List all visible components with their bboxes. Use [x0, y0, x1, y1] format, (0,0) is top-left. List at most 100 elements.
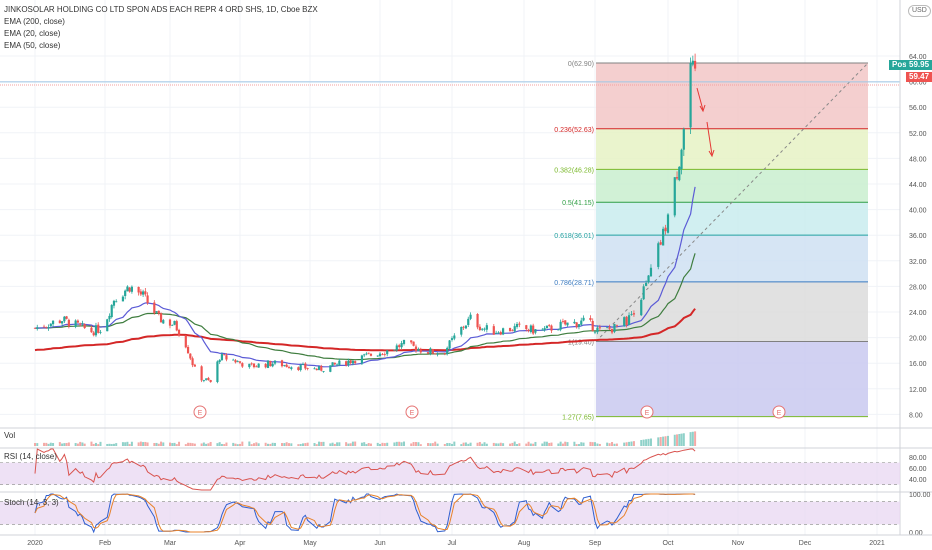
price-tick-label: 40.00 — [909, 208, 927, 215]
earnings-letter: E — [777, 410, 782, 417]
candle-body — [508, 327, 512, 332]
volume-bar — [582, 442, 585, 446]
candle-body — [335, 364, 339, 366]
candle-body — [301, 364, 305, 365]
candle-body — [315, 368, 318, 371]
price-tick-label: 56.00 — [909, 105, 927, 112]
volume-bar — [386, 442, 389, 446]
candle-body — [58, 320, 61, 324]
volume-bar — [137, 442, 140, 446]
volume-bar — [630, 441, 633, 446]
candle-body — [322, 371, 325, 372]
volume-bar — [608, 443, 611, 446]
volume-bar — [545, 441, 548, 446]
candle-body — [283, 365, 286, 366]
volume-bar — [363, 442, 366, 446]
earnings-circle — [193, 405, 207, 419]
annotation-arrows — [696, 87, 715, 158]
volume-bar — [511, 442, 514, 446]
candle-body — [426, 352, 430, 354]
volume-bar — [281, 443, 283, 446]
volume-bar — [518, 443, 521, 446]
earnings-marker: E — [772, 405, 786, 419]
volume-bar — [469, 442, 472, 446]
volume-bar — [410, 443, 413, 446]
currency-button[interactable]: USD — [908, 5, 931, 17]
volume-bar — [453, 441, 456, 446]
candle-body — [155, 311, 158, 313]
volume-bar — [628, 441, 631, 446]
volume-bar — [61, 443, 64, 446]
volume-bar — [376, 442, 379, 446]
earnings-circle — [640, 405, 654, 419]
volume-bar — [115, 443, 118, 446]
candle-body — [137, 286, 140, 293]
candle-body — [290, 367, 293, 369]
candle-body — [627, 315, 631, 325]
volume-bar — [529, 443, 532, 446]
candle-body — [257, 363, 260, 368]
candle-body — [557, 329, 560, 331]
candle-body — [313, 368, 316, 370]
rsi-tick-label: 60.00 — [909, 466, 927, 473]
candle-body — [173, 320, 176, 325]
candle-body — [492, 326, 495, 335]
stoch-d-line — [34, 493, 696, 533]
candle-body — [200, 366, 203, 381]
candle-body — [693, 60, 697, 69]
candle-body — [613, 324, 616, 332]
volume-bar — [285, 442, 288, 446]
volume-bar — [153, 443, 156, 446]
volume-bar — [431, 443, 434, 446]
volume-bar — [139, 441, 142, 446]
volume-bar — [492, 442, 495, 446]
volume-bar — [451, 443, 453, 446]
volume-bar — [58, 442, 61, 446]
candle-body — [345, 361, 348, 366]
volume-bar — [108, 443, 111, 446]
candle-body — [273, 360, 277, 364]
volume-bar — [271, 442, 274, 446]
candle-body — [94, 325, 98, 336]
candle-body — [625, 316, 628, 326]
volume-bar — [223, 444, 226, 446]
candle-body — [460, 326, 463, 335]
volume-bar — [502, 443, 505, 446]
volume-bar — [594, 442, 596, 446]
candle-body — [184, 335, 187, 348]
candle-body — [349, 360, 352, 364]
candle-body — [108, 315, 111, 320]
volume-bar — [146, 442, 149, 446]
volume-bar — [241, 441, 244, 446]
candle-body — [577, 324, 581, 327]
volume-bar — [417, 442, 420, 446]
volume-bar — [381, 442, 384, 446]
candle-body — [367, 352, 370, 354]
candle-body — [501, 328, 505, 335]
volume-bar — [67, 442, 70, 446]
candle-body — [175, 321, 178, 331]
volume-bar — [218, 442, 221, 446]
rsi-band — [0, 462, 900, 485]
earnings-marker: E — [193, 405, 207, 419]
candle-body — [410, 340, 413, 343]
candle-body — [649, 267, 653, 277]
candle-body — [414, 346, 418, 352]
candle-body — [33, 327, 37, 329]
time-tick-label: Jun — [374, 540, 385, 547]
fib-level-label: 0.786(28.71) — [554, 280, 594, 287]
candle-body — [236, 361, 239, 363]
volume-bar — [79, 441, 82, 446]
volume-bar — [130, 441, 133, 446]
candle-body — [329, 365, 332, 372]
fib-level-label: 0(62.90) — [568, 61, 594, 68]
volume-bar — [591, 442, 594, 446]
candle-body — [429, 348, 432, 354]
volume-bar — [347, 443, 350, 446]
volume-bar — [606, 442, 609, 446]
volume-bar — [99, 441, 102, 446]
volume-bar — [191, 443, 194, 446]
volume-bar — [160, 441, 163, 446]
volume-bar — [415, 442, 417, 446]
